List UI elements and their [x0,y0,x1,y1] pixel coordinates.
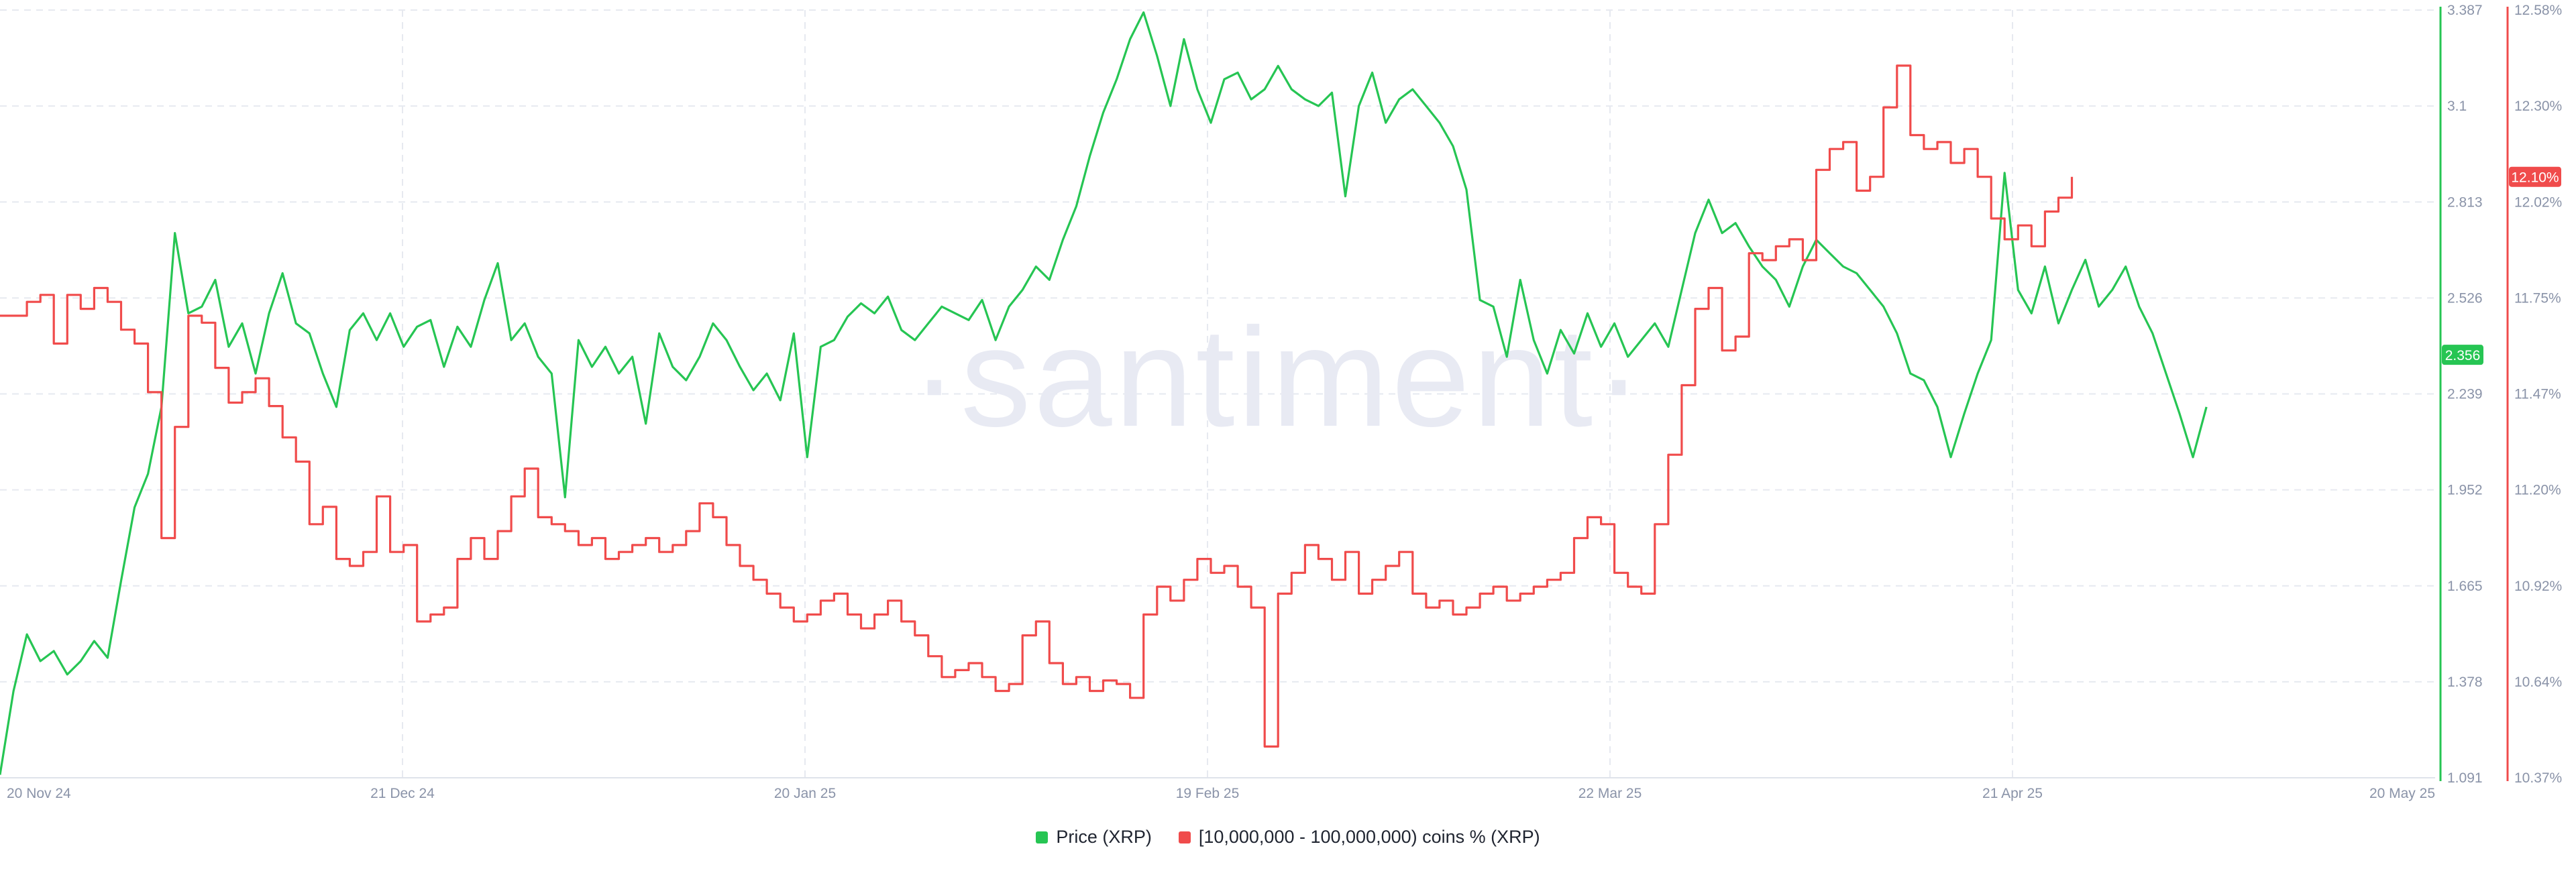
x-tick-label: 20 Jan 25 [774,786,836,801]
left-tick-label: 1.665 [2447,579,2483,594]
left-axis-ticks: 3.387 3.1 2.813 2.526 2.239 1.952 1.665 1.378 1.… [2447,3,2483,786]
left-tick-label: 3.387 [2447,3,2483,18]
right-tick-label: 12.02% [2514,194,2562,210]
left-tick-label: 1.091 [2447,770,2483,786]
right-tick-label: 12.58% [2514,3,2562,18]
left-tick-label: 3.1 [2447,99,2467,114]
legend-label-price: Price (XRP) [1056,827,1152,847]
x-tick-label: 20 Nov 24 [7,786,71,801]
coins-value-badge [2509,166,2561,187]
x-tick-label: 21 Dec 24 [370,786,435,801]
coins-series-line [0,64,2074,748]
right-tick-label: 12.30% [2514,99,2562,114]
left-tick-label: 1.952 [2447,483,2483,498]
left-tick-label: 2.239 [2447,387,2483,402]
legend-swatch-price [1036,831,1049,843]
value-badges: 2.356 12.10% [2442,166,2561,365]
right-tick-label: 10.37% [2514,770,2562,786]
price-value-badge [2442,345,2483,365]
axes [0,7,2509,781]
legend-swatch-coins [1178,831,1191,843]
right-axis-ticks: 12.58% 12.30% 12.02% 11.75% 11.47% 11.20% 10.9… [2514,3,2562,786]
grid-lines [0,9,2435,778]
coins-value-label: 12.10% [2511,170,2559,186]
watermark: ·santiment· [911,298,1645,456]
left-tick-label: 1.378 [2447,675,2483,690]
x-tick-label: 21 Apr 25 [1982,786,2043,801]
left-tick-label: 2.526 [2447,290,2483,306]
x-tick-label: 20 May 25 [2369,786,2435,801]
left-tick-label: 2.813 [2447,194,2483,210]
legend-item-price[interactable]: Price (XRP) [1036,827,1152,848]
right-tick-label: 11.75% [2514,290,2561,306]
right-tick-label: 10.92% [2514,579,2562,594]
price-series-line [0,11,2208,775]
x-tick-label: 22 Mar 25 [1578,786,1642,801]
right-tick-label: 11.47% [2514,387,2561,402]
right-tick-label: 11.20% [2514,483,2561,498]
x-axis-ticks: 20 Nov 24 21 Dec 24 20 Jan 25 19 Feb 25 22 M… [7,786,2435,801]
series-lines [0,11,2208,775]
chart-legend: Price (XRP) [10,000,000 - 100,000,000) c… [0,827,2576,848]
legend-item-coins[interactable]: [10,000,000 - 100,000,000) coins % (XRP) [1178,827,1540,848]
legend-label-coins: [10,000,000 - 100,000,000) coins % (XRP) [1198,827,1540,847]
price-value-label: 2.356 [2445,348,2481,363]
right-tick-label: 10.64% [2514,675,2562,690]
x-tick-label: 19 Feb 25 [1176,786,1240,801]
